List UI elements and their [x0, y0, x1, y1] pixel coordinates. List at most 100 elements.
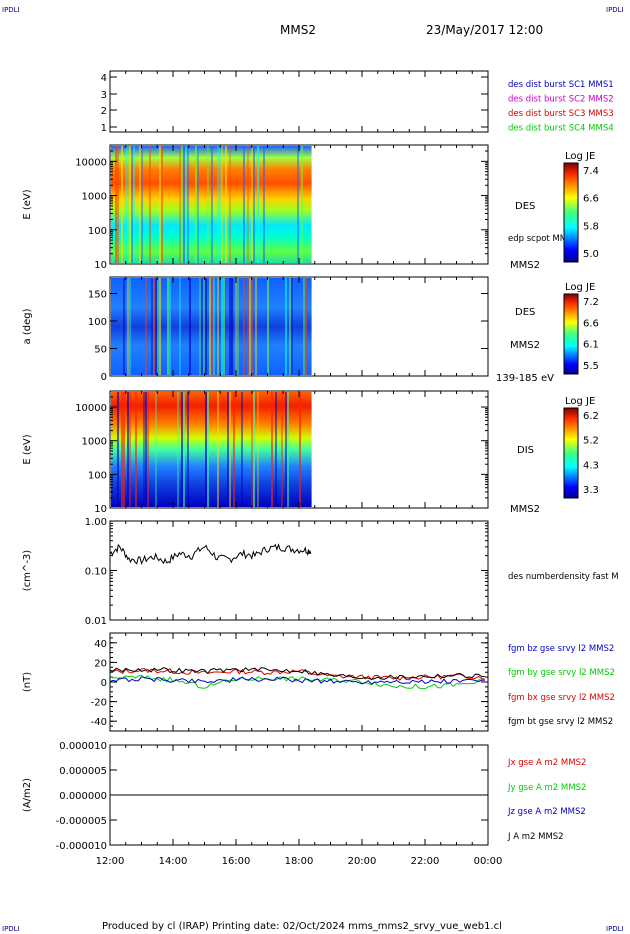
bfield-panel-ytick-label: -40: [91, 717, 107, 728]
density-panel-ytick-label: 0.10: [85, 567, 107, 578]
des-pitch-panel-streak: [237, 278, 239, 375]
des-energy-panel-streak: [229, 146, 231, 263]
des-energy-panel-streak: [115, 146, 117, 263]
des-energy-panel-colorbar-title: Log JE: [565, 151, 595, 162]
dis-energy-panel-colorbar-tick-label: 4.3: [583, 460, 599, 471]
corner-label-top-right: IPDLI: [606, 6, 624, 14]
des-pitch-panel-species-label: DES: [515, 307, 535, 318]
des-energy-panel-ytick-label: 10: [94, 260, 107, 271]
des-energy-panel-streak: [243, 146, 245, 263]
des-energy-panel-streak: [183, 146, 185, 263]
des-pitch-panel-colorbar-tick-label: 6.1: [583, 340, 599, 351]
bfield-panel-series-line: [109, 667, 485, 680]
bfield-panel-legend-entry: fgm bt gse srvy l2 MMS2: [508, 717, 613, 727]
dis-energy-panel-streak: [127, 392, 129, 507]
des-pitch-panel-colorbar-tick-label: 7.2: [583, 297, 599, 308]
des-energy-panel-ytick-label: 10000: [75, 157, 107, 168]
des-pitch-panel-streak: [203, 278, 205, 375]
bfield-panel-legend-entry: fgm bz gse srvy l2 MMS2: [508, 644, 614, 654]
des-pitch-panel-streak: [291, 278, 293, 375]
density-panel-ytick-label: 1.00: [85, 517, 107, 528]
density-panel-ylabel: (cm^-3): [22, 550, 33, 591]
dis-energy-panel-streak: [253, 392, 255, 507]
des-pitch-panel-streak: [167, 278, 169, 375]
burst-panel-ytick-label: 1: [101, 123, 107, 134]
des-energy-panel-streak: [247, 146, 249, 263]
current-panel-legend-entry: Jz gse A m2 MMS2: [507, 807, 586, 817]
current-panel-ytick-label: 0.000005: [59, 766, 107, 777]
des-energy-panel-streak: [301, 146, 303, 263]
des-energy-panel-streak: [263, 146, 265, 263]
dis-energy-panel-streak: [227, 392, 229, 507]
des-energy-panel-streak: [187, 146, 189, 263]
burst-panel-ytick-label: 3: [101, 90, 107, 101]
dis-energy-panel-streak: [233, 392, 235, 507]
burst-panel-frame: [109, 70, 489, 133]
des-pitch-panel-streak: [243, 278, 245, 375]
des-energy-panel-spacecraft-label: MMS2: [510, 260, 540, 271]
bfield-panel-ytick-label: 40: [94, 639, 107, 650]
des-energy-panel-ytick-label: 100: [88, 226, 107, 237]
dis-energy-panel-streak: [217, 392, 219, 507]
des-energy-panel-spectrogram: [111, 146, 312, 263]
des-pitch-panel-streak: [247, 278, 249, 375]
des-pitch-panel-streak: [267, 278, 269, 375]
des-energy-panel-streak: [221, 146, 223, 263]
dis-energy-panel-colorbar: [563, 407, 579, 499]
des-pitch-panel-streak: [123, 278, 125, 375]
dis-energy-panel-streak: [251, 392, 253, 507]
current-panel-ytick-label: 0.000000: [59, 791, 107, 802]
dis-energy-panel-streak: [135, 392, 137, 507]
bfield-panel-series-line: [109, 667, 485, 681]
des-energy-panel-streak: [297, 146, 299, 263]
des-pitch-panel-streak: [303, 278, 305, 375]
time-axis-label: 16:00: [222, 856, 251, 867]
des-energy-panel-streak: [121, 146, 123, 263]
des-energy-panel-streak: [179, 146, 181, 263]
des-pitch-panel-streak: [223, 278, 225, 375]
des-pitch-panel-ytick-label: 50: [94, 345, 107, 356]
time-axis-label: 20:00: [348, 856, 377, 867]
current-panel-legend-entry: Jy gse A m2 MMS2: [507, 783, 586, 793]
des-pitch-panel-streak: [255, 278, 257, 375]
des-energy-panel-streak: [225, 146, 227, 263]
des-energy-panel-streak: [257, 146, 259, 263]
dis-energy-panel-ytick-label: 10000: [75, 403, 107, 414]
des-pitch-panel-streak: [199, 278, 201, 375]
footer-credits: Produced by cl (IRAP) Printing date: 02/…: [102, 921, 502, 932]
dis-energy-panel-streak: [281, 392, 283, 507]
dis-energy-panel-streak: [257, 392, 259, 507]
des-pitch-panel-streak: [145, 278, 147, 375]
des-pitch-panel-streak: [285, 278, 287, 375]
burst-legend-entry: des dist burst SC4 MMS4: [508, 124, 614, 134]
density-panel-legend-entry: des numberdensity fast M: [508, 572, 619, 582]
des-pitch-panel-energy-range-label: 139-185 eV: [496, 373, 554, 384]
des-energy-panel-streak: [161, 146, 163, 263]
des-pitch-panel-streak: [151, 278, 153, 375]
dis-energy-panel-streak: [205, 392, 207, 507]
dis-energy-panel-streak: [187, 392, 189, 507]
des-pitch-panel-spacecraft-label: MMS2: [510, 340, 540, 351]
des-pitch-panel-colorbar-title: Log JE: [565, 282, 595, 293]
des-energy-panel-streak: [251, 146, 253, 263]
bfield-panel-ylabel: (nT): [22, 672, 33, 692]
dis-energy-panel-streak: [229, 392, 231, 507]
bfield-panel-series-line: [109, 676, 485, 685]
des-energy-panel-streak: [219, 146, 221, 263]
dis-energy-panel-streak: [275, 392, 277, 507]
des-pitch-panel-streak: [211, 278, 213, 375]
des-pitch-panel-ylabel: a (deg): [22, 308, 33, 344]
des-energy-panel-streak: [129, 146, 131, 263]
des-pitch-panel-streak: [305, 278, 307, 375]
des-pitch-panel-streak: [179, 278, 181, 375]
dis-energy-panel-streak: [207, 392, 209, 507]
dis-energy-panel-streak: [145, 392, 147, 507]
current-panel-ylabel: (A/m2): [22, 778, 33, 812]
current-panel-ytick-label: -0.000005: [56, 816, 107, 827]
burst-panel-ytick-label: 2: [101, 106, 107, 117]
des-pitch-panel-streak: [217, 278, 219, 375]
dis-energy-panel-streak: [285, 392, 287, 507]
current-panel-ytick-label: 0.000010: [59, 741, 107, 752]
des-energy-panel-streak: [181, 146, 183, 263]
density-panel-series-line: [109, 543, 312, 565]
